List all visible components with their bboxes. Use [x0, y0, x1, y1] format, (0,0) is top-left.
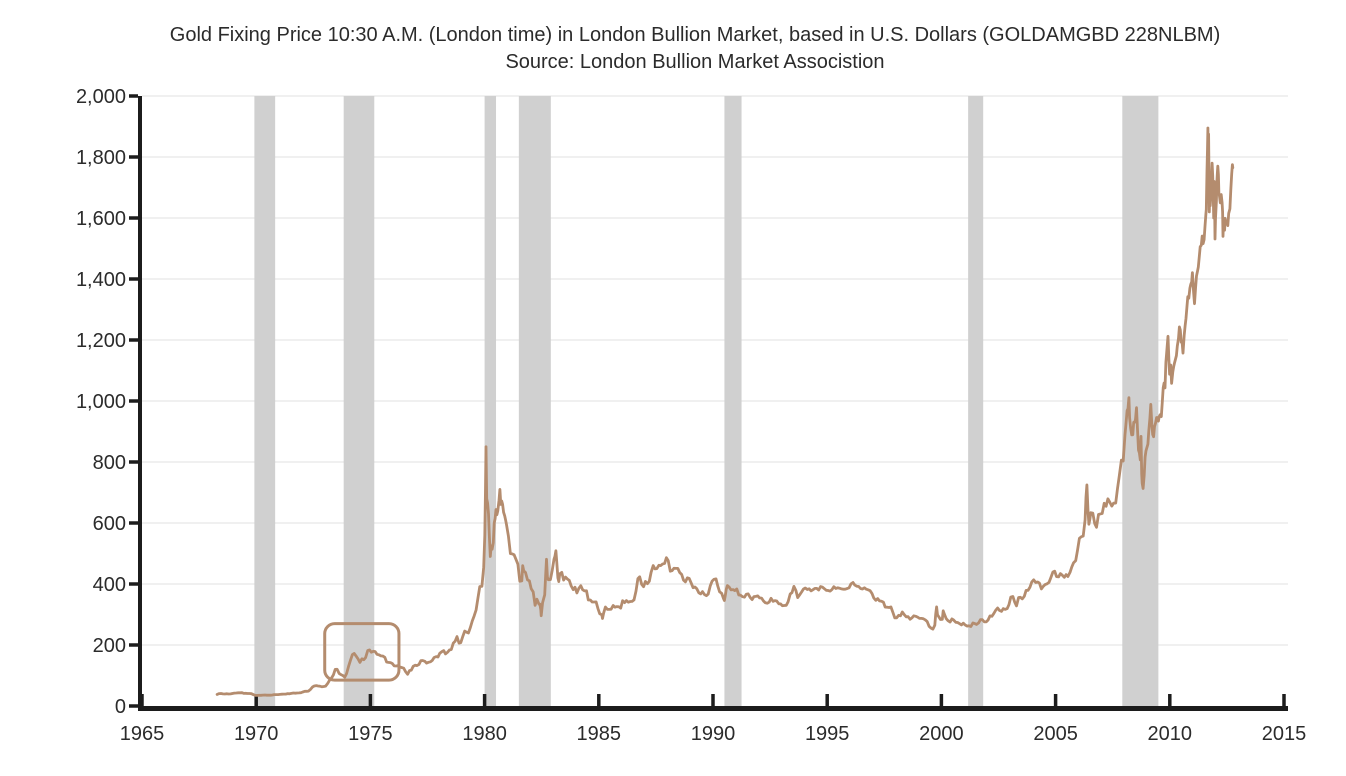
- x-axis-label: 2005: [1033, 723, 1078, 745]
- x-axis-label: 1965: [120, 723, 165, 745]
- x-axis-label: 1985: [577, 723, 622, 745]
- annotation-box-1973-1976: [323, 622, 401, 682]
- y-axis-label: 800: [93, 452, 126, 474]
- y-axis-label: 600: [93, 513, 126, 535]
- x-axis-label: 2015: [1262, 723, 1307, 745]
- x-axis-label: 2010: [1148, 723, 1193, 745]
- x-axis-label: 2000: [919, 723, 964, 745]
- chart-title: Gold Fixing Price 10:30 A.M. (London tim…: [169, 24, 1221, 46]
- x-axis-label: 1975: [348, 723, 393, 745]
- chart-subtitle: Source: London Bullion Market Associstio…: [505, 51, 885, 73]
- x-axis-label: 1995: [805, 723, 850, 745]
- recession-band: [343, 96, 375, 706]
- recession-band: [968, 96, 984, 706]
- y-axis-label: 1,400: [76, 269, 126, 291]
- y-axis-label: 1,600: [76, 208, 126, 230]
- y-axis-label: 200: [93, 635, 126, 657]
- y-axis-label: 400: [93, 574, 126, 596]
- x-axis-label: 1980: [462, 723, 507, 745]
- recession-band: [518, 96, 551, 706]
- recession-band: [484, 96, 497, 706]
- recession-band: [724, 96, 742, 706]
- y-axis-label: 0: [115, 696, 126, 718]
- y-axis-label: 1,200: [76, 330, 126, 352]
- gold-price-line: [215, 126, 1235, 697]
- x-axis-label: 1990: [691, 723, 736, 745]
- y-axis-label: 1,000: [76, 391, 126, 413]
- recession-band: [254, 96, 276, 706]
- y-axis-label: 2,000: [76, 86, 126, 108]
- x-axis-label: 1970: [234, 723, 279, 745]
- chart-title-block: Gold Fixing Price 10:30 A.M. (London tim…: [44, 22, 1346, 76]
- y-axis-label: 1,800: [76, 147, 126, 169]
